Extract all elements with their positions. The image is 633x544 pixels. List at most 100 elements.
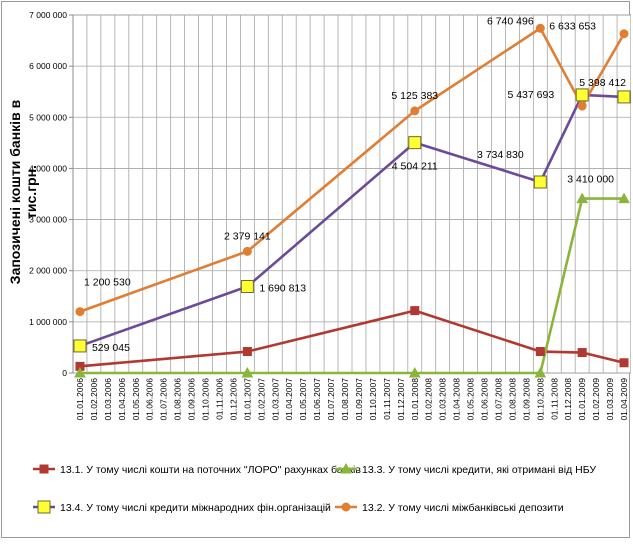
data-point (241, 366, 254, 378)
data-label: 5 125 383 (391, 90, 438, 102)
data-point (75, 307, 85, 317)
data-label: 3 410 000 (567, 174, 614, 186)
data-point (617, 90, 631, 104)
x-tick-label: 01.07.2007 (326, 378, 336, 421)
data-label: 3 734 830 (477, 149, 524, 161)
x-tick-label: 01.01.2007 (242, 378, 252, 421)
data-point (619, 29, 629, 39)
x-tick-label: 01.12.2008 (563, 378, 573, 421)
x-tick-label: 01.01.2008 (410, 378, 420, 421)
x-tick-label: 01.04.2007 (284, 378, 294, 421)
x-tick-label: 01.02.2009 (591, 378, 601, 421)
x-tick-label: 01.02.2008 (424, 378, 434, 421)
data-point (242, 347, 252, 357)
x-tick-label: 01.09.2006 (187, 378, 197, 421)
x-tick-label: 01.04.2006 (117, 378, 127, 421)
data-point (534, 366, 547, 378)
x-tick-label: 01.09.2007 (354, 378, 364, 421)
x-tick-label: 01.03.2009 (605, 378, 615, 421)
y-tick-label: 1 000 000 (29, 317, 67, 327)
data-point (410, 306, 420, 316)
x-tick-label: 01.06.2008 (480, 378, 490, 421)
x-tick-label: 01.01.2006 (75, 378, 85, 421)
data-point (408, 136, 422, 150)
x-tick-label: 01.11.2008 (549, 378, 559, 420)
x-tick-label: 01.05.2006 (131, 378, 141, 421)
data-label: 1 690 813 (259, 283, 306, 295)
legend-swatch-marker (39, 464, 49, 474)
legend-label: 13.2. У тому числі міжбанківські депозит… (362, 502, 564, 514)
y-tick-label: 5 000 000 (29, 112, 67, 122)
series-line (79, 197, 625, 375)
x-tick-label: 01.05.2008 (466, 378, 476, 421)
x-tick-label: 01.10.2007 (368, 378, 378, 421)
data-point (533, 175, 547, 189)
legend-swatch-marker (340, 462, 352, 474)
legend-item: 13.3. У тому числі кредити, які отримані… (335, 462, 596, 476)
x-tick-label: 01.07.2006 (159, 378, 169, 421)
data-point (618, 192, 630, 204)
x-tick-label: 01.05.2007 (298, 378, 308, 421)
y-tick-label: 7 000 000 (29, 10, 67, 20)
data-point (619, 358, 629, 368)
x-tick-label: 01.08.2008 (507, 378, 517, 421)
data-label: 6 740 496 (487, 15, 534, 27)
data-label: 6 633 653 (549, 21, 596, 33)
x-tick-label: 01.09.2008 (521, 378, 531, 421)
data-point (240, 280, 254, 294)
legend-label: 13.4. У тому числі кредити міжнародних ф… (60, 502, 331, 514)
legend-swatch-marker (341, 502, 351, 512)
y-tick-label: 3 000 000 (29, 215, 67, 225)
data-point (535, 347, 545, 357)
data-point (242, 246, 252, 256)
data-point (575, 88, 589, 102)
x-tick-label: 01.03.2007 (270, 378, 280, 421)
legend-label: 13.1. У тому числі кошти на поточних "ЛО… (60, 464, 361, 476)
x-tick-label: 01.10.2006 (201, 378, 211, 421)
data-label: 4 504 211 (392, 161, 438, 173)
y-tick-label: 4 000 000 (29, 163, 67, 173)
x-tick-label: 01.01.2009 (577, 378, 587, 421)
y-tick-label: 2 000 000 (29, 266, 67, 276)
x-tick-label: 01.10.2008 (535, 378, 545, 421)
x-tick-label: 01.06.2006 (145, 378, 155, 421)
x-tick-label: 01.06.2007 (312, 378, 322, 421)
data-label: 2 379 141 (224, 230, 271, 242)
x-tick-label: 01.11.2007 (382, 378, 392, 420)
data-label: 529 045 (92, 342, 130, 354)
data-label: 1 200 530 (84, 277, 131, 289)
data-point (577, 101, 587, 111)
y-tick-label: 0 (62, 368, 67, 378)
x-tick-label: 01.08.2006 (173, 378, 183, 421)
x-tick-label: 01.02.2006 (89, 378, 99, 421)
data-label: 5 398 412 (579, 77, 626, 89)
legend-label: 13.3. У тому числі кредити, які отримані… (362, 464, 596, 476)
data-point (535, 23, 545, 33)
x-tick-label: 01.04.2008 (452, 378, 462, 421)
x-tick-label: 01.11.2006 (214, 378, 224, 420)
x-tick-label: 01.03.2008 (438, 378, 448, 421)
data-point (408, 366, 421, 378)
legend-item: 13.1. У тому числі кошти на поточних "ЛО… (33, 464, 361, 476)
data-point (410, 106, 420, 116)
y-axis-title: Запозичені кошти банків в тис.грн. (7, 99, 39, 285)
data-point (74, 366, 86, 378)
data-point (577, 348, 587, 358)
x-tick-label: 01.02.2007 (256, 378, 266, 421)
y-tick-label: 6 000 000 (29, 61, 67, 71)
series-line (79, 309, 625, 368)
x-tick-label: 01.12.2007 (396, 378, 406, 421)
series-line (79, 26, 626, 313)
legend-item: 13.4. У тому числі кредити міжнародних ф… (33, 500, 331, 514)
x-tick-label: 01.08.2007 (340, 378, 350, 421)
x-tick-label: 01.07.2008 (493, 378, 503, 421)
data-point (576, 192, 589, 204)
legend-item: 13.2. У тому числі міжбанківські депозит… (335, 502, 564, 514)
data-point (73, 339, 87, 353)
data-label: 5 437 693 (507, 89, 554, 101)
x-tick-label: 01.04.2009 (619, 378, 629, 421)
x-tick-label: 01.12.2006 (228, 378, 238, 421)
x-tick-label: 01.03.2006 (103, 378, 113, 421)
